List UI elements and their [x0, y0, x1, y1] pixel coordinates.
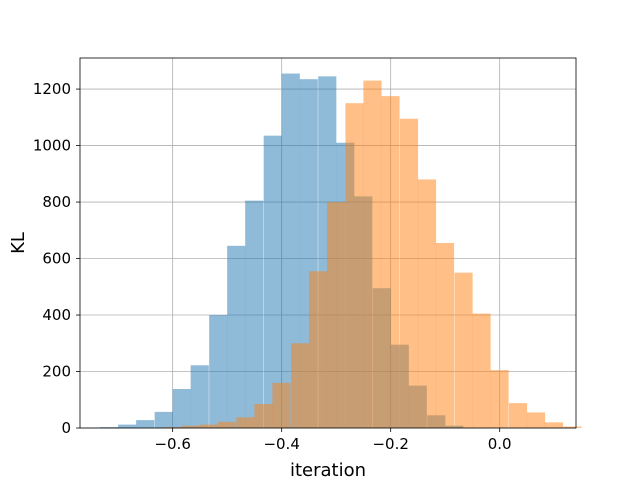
series-orange-bars: [163, 80, 582, 429]
histogram-bar: [308, 271, 328, 428]
histogram-bar: [445, 425, 464, 428]
y-tick-label: 1200: [33, 80, 71, 98]
histogram-bar: [417, 179, 437, 428]
histogram-bar: [199, 424, 219, 428]
y-axis-ticks: 0 200 400 600 800 1000 1200: [33, 80, 80, 437]
x-tick-label: −0.2: [372, 435, 408, 453]
y-tick-label: 800: [42, 193, 71, 211]
histogram-bar: [363, 80, 382, 428]
histogram-bar: [508, 403, 528, 428]
y-tick-label: 0: [61, 419, 71, 437]
histogram-bar: [236, 417, 255, 428]
histogram-bar: [399, 118, 419, 428]
histogram-bar: [526, 412, 546, 428]
histogram-bar: [100, 427, 119, 428]
histogram-bar: [245, 200, 264, 428]
histogram-bar: [263, 135, 282, 428]
histogram-bar: [209, 315, 228, 428]
x-axis-ticks: −0.6 −0.4 −0.2 0.0: [154, 428, 512, 453]
histogram-bar: [163, 427, 182, 428]
histogram-bar: [254, 403, 273, 428]
histogram-bar: [435, 243, 455, 428]
histogram-bar: [281, 73, 300, 428]
y-tick-label: 1000: [33, 137, 71, 155]
x-tick-label: −0.6: [154, 435, 190, 453]
histogram-bar: [544, 422, 564, 428]
histogram-bar: [272, 382, 291, 428]
x-axis-label: iteration: [290, 460, 366, 480]
histogram-bar: [345, 103, 364, 428]
histogram-bar: [118, 424, 137, 428]
histogram-bar: [490, 370, 509, 428]
y-tick-label: 600: [42, 250, 71, 268]
histogram-bar: [326, 202, 346, 428]
histogram-bar: [136, 420, 155, 428]
x-tick-label: 0.0: [488, 435, 512, 453]
histogram-bar: [563, 426, 582, 428]
histogram-bar: [181, 425, 201, 428]
histogram-bar: [190, 365, 209, 428]
y-tick-label: 200: [42, 363, 71, 381]
histogram-bar: [217, 421, 237, 428]
histogram-bar: [154, 411, 173, 428]
plot-frame: [79, 57, 577, 429]
histogram-bar: [172, 389, 191, 428]
histogram-bar: [472, 313, 491, 428]
histogram-bar: [454, 272, 473, 428]
histogram-bar: [227, 245, 246, 428]
x-tick-label: −0.4: [263, 435, 299, 453]
histogram-bar: [290, 343, 310, 428]
histogram-bar: [381, 96, 400, 429]
y-axis-label: KL: [8, 232, 29, 254]
y-tick-label: 400: [42, 306, 71, 324]
